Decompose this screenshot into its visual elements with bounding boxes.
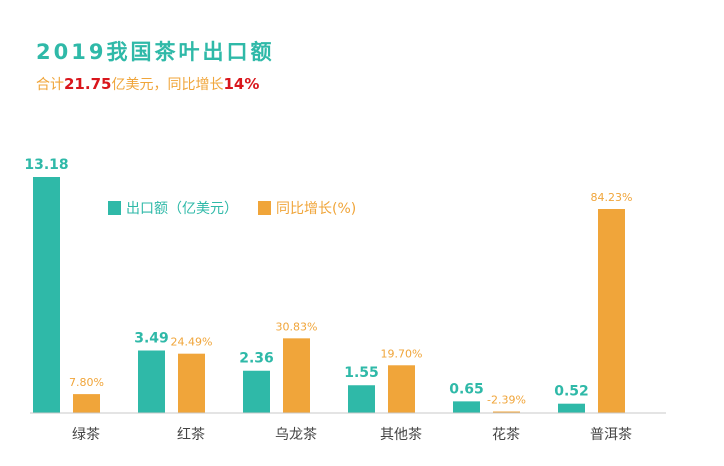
data-label-growth-4: -2.39% (487, 394, 526, 407)
data-label-export-4: 0.65 (449, 381, 484, 397)
bars-group: 13.18 7.80% 绿茶 3.49 24.49% 红茶 2.36 30.83% 乌龙茶 1.5… (24, 157, 632, 443)
category-label-3: 其他茶 (380, 427, 422, 443)
category-label-0: 绿茶 (72, 427, 100, 443)
data-label-growth-0: 7.80% (69, 376, 104, 389)
legend-swatch-growth (258, 201, 271, 215)
subtitle-growth: 14% (223, 75, 260, 93)
bar-export-0 (33, 177, 60, 413)
subtitle-prefix: 合计 (36, 77, 64, 93)
bar-growth-4 (493, 411, 520, 413)
chart-title: 2019我国茶叶出口额 (36, 40, 275, 64)
bar-growth-1 (178, 353, 205, 413)
category-label-4: 花茶 (492, 427, 520, 443)
category-label-5: 普洱茶 (590, 427, 632, 443)
data-label-growth-2: 30.83% (276, 320, 318, 333)
bar-export-2 (243, 370, 270, 413)
chart-subtitle: 合计21.75亿美元，同比增长14% (36, 74, 259, 94)
legend-label-export: 出口额（亿美元） (126, 201, 238, 217)
bar-growth-2 (283, 338, 310, 413)
bar-growth-3 (388, 365, 415, 413)
data-label-export-0: 13.18 (24, 157, 68, 173)
bar-growth-5 (598, 209, 625, 413)
data-label-growth-3: 19.70% (381, 347, 423, 360)
bar-export-1 (138, 350, 165, 413)
category-label-2: 乌龙茶 (275, 427, 317, 443)
bar-export-5 (558, 403, 585, 413)
category-label-1: 红茶 (177, 427, 205, 443)
data-label-growth-5: 84.23% (591, 191, 633, 204)
subtitle-total: 21.75 (64, 75, 112, 93)
data-label-export-5: 0.52 (554, 384, 589, 400)
data-label-export-2: 2.36 (239, 351, 274, 367)
legend: 出口额（亿美元） 同比增长(%) (108, 201, 356, 217)
data-label-growth-1: 24.49% (171, 336, 213, 349)
legend-swatch-export (108, 201, 121, 215)
data-label-export-1: 3.49 (134, 331, 169, 347)
bar-growth-0 (73, 394, 100, 413)
legend-label-growth: 同比增长(%) (276, 201, 356, 217)
data-label-export-3: 1.55 (344, 365, 379, 381)
bar-export-4 (453, 401, 480, 413)
subtitle-mid: 亿美元，同比增长 (111, 77, 224, 93)
bar-export-3 (348, 385, 375, 413)
